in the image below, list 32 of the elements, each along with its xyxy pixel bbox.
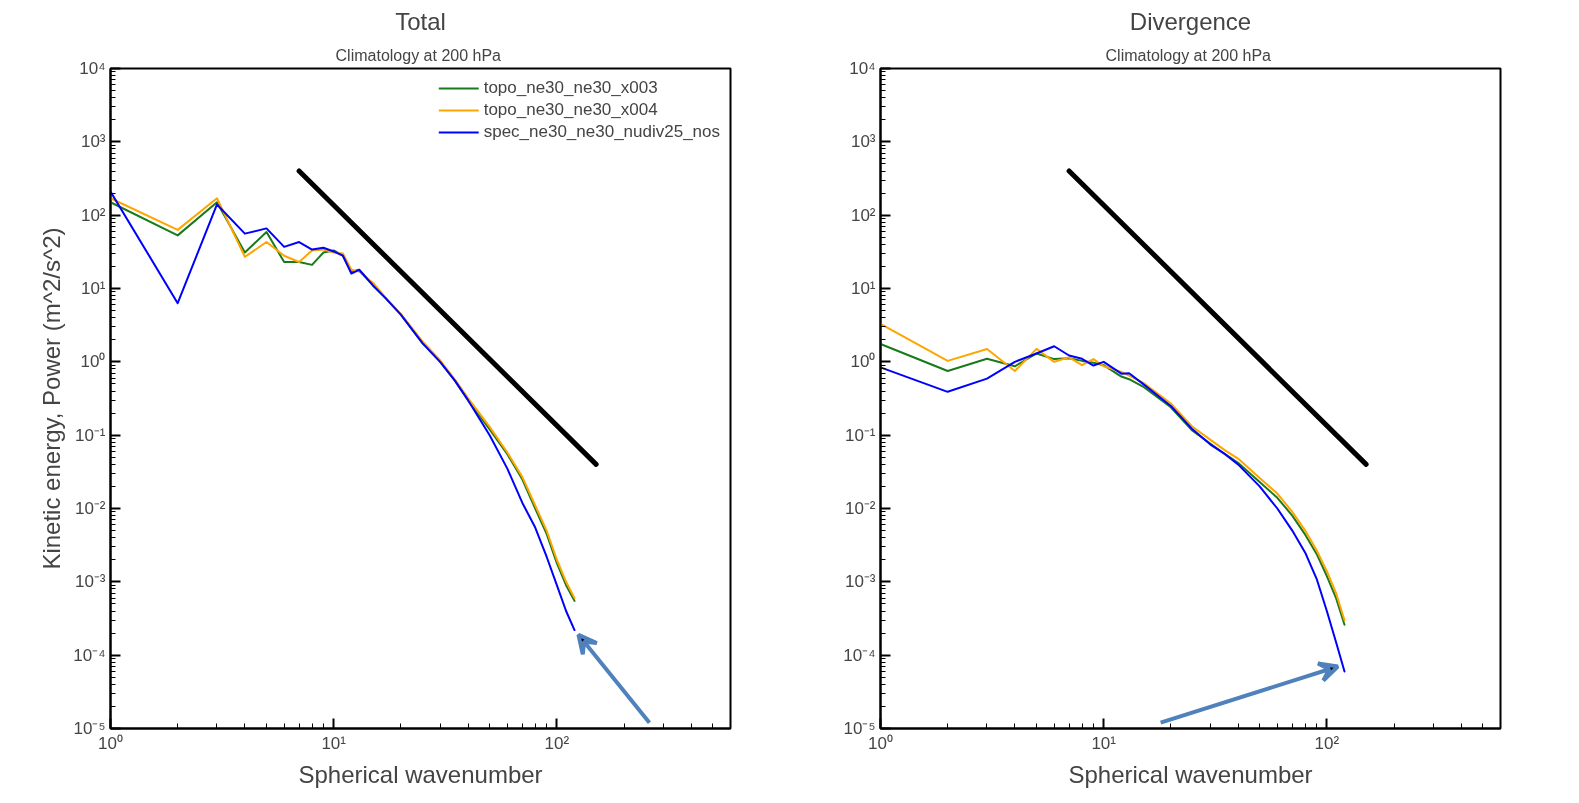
y-tick-label: 10⁻⁴ [73, 645, 106, 665]
y-tick-label: 10⁻² [74, 499, 106, 518]
y-tick-label: 10⁻¹ [74, 425, 106, 445]
chart-title: Total [395, 7, 446, 35]
y-tick-label: 10³ [850, 132, 876, 152]
y-tick-label: 10¹ [850, 279, 876, 298]
legend-label: topo_ne30_ne30_x003 [483, 78, 658, 98]
x-tick-label: 10¹ [321, 733, 347, 753]
chart-subtitle: Climatology at 200 hPa [1105, 46, 1272, 64]
y-tick-label: 10⁴ [79, 59, 106, 78]
y-tick-label: 10² [850, 205, 876, 225]
y-tick-label: 10⁻¹ [844, 425, 876, 445]
y-tick-label: 10² [80, 205, 106, 225]
x-tick-label: 10² [1314, 733, 1340, 753]
y-tick-label: 10⁻⁴ [843, 645, 876, 665]
y-tick-label: 10¹ [80, 279, 106, 298]
y-tick-label: 10⁰ [850, 352, 876, 372]
chart-subtitle: Climatology at 200 hPa [335, 46, 502, 64]
x-tick-label: 10¹ [1091, 733, 1117, 753]
y-tick-label: 10⁻³ [74, 572, 106, 592]
chart-title: Divergence [1129, 7, 1252, 35]
y-tick-label: 10⁻² [844, 499, 876, 518]
x-tick-label: 10² [544, 733, 570, 753]
legend-label: spec_ne30_ne30_nudiv25_nos [483, 122, 720, 142]
x-axis-title: Spherical wavenumber [298, 760, 543, 788]
legend-label: topo_ne30_ne30_x004 [483, 100, 658, 120]
y-tick-label: 10⁻³ [844, 572, 876, 592]
y-tick-label: 10⁴ [849, 59, 876, 78]
y-tick-label: 10³ [80, 132, 106, 152]
y-tick-label: 10⁰ [80, 352, 106, 372]
y-axis-title: Kinetic energy, Power (m^2/s^2) [38, 227, 66, 570]
x-axis-title: Spherical wavenumber [1068, 760, 1313, 788]
